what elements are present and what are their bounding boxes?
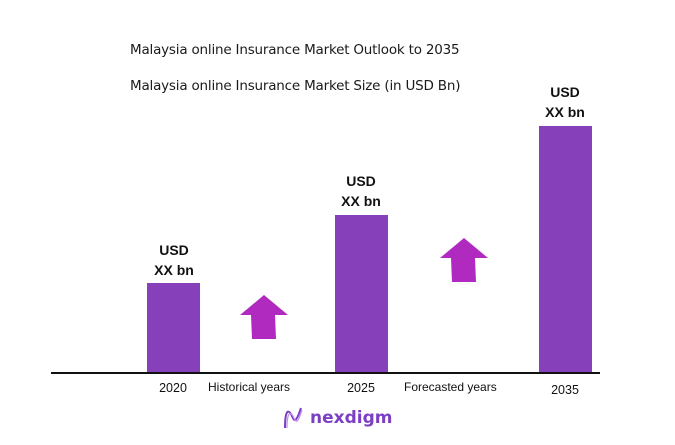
tick-2035: 2035 [551, 383, 579, 397]
nexdigm-logo: nexdigm [282, 406, 392, 430]
tick-2025: 2025 [347, 381, 375, 395]
bar-2035 [539, 126, 592, 373]
chart-subtitle: Malaysia online Insurance Market Size (i… [130, 78, 461, 94]
bar-2025 [335, 215, 388, 373]
bar-label-2035: USD XX bn [525, 82, 605, 122]
bar-label-2020: USD XX bn [134, 240, 214, 280]
bar-label-bottom: XX bn [154, 262, 194, 278]
bar-label-top: USD [346, 173, 376, 189]
tick-2020: 2020 [159, 381, 187, 395]
up-arrow-icon [240, 295, 288, 339]
bar-label-top: USD [550, 84, 580, 100]
bar-label-top: USD [159, 242, 189, 258]
bar-label-bottom: XX bn [545, 104, 585, 120]
x-axis [51, 372, 600, 374]
forecasted-years-label: Forecasted years [404, 380, 497, 394]
nexdigm-wave-icon [284, 407, 303, 429]
bar-label-bottom: XX bn [341, 193, 381, 209]
bar-2020 [147, 283, 200, 373]
logo-text: nexdigm [310, 408, 393, 428]
bar-label-2025: USD XX bn [321, 171, 401, 211]
historical-years-label: Historical years [208, 380, 291, 394]
chart-title: Malaysia online Insurance Market Outlook… [130, 42, 460, 58]
up-arrow-icon [440, 238, 488, 282]
